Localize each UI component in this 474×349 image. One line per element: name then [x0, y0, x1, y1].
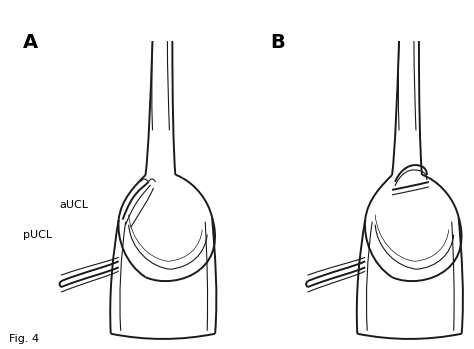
Text: pUCL: pUCL	[23, 230, 53, 239]
Text: Fig. 4: Fig. 4	[9, 334, 39, 344]
Text: aUCL: aUCL	[59, 200, 88, 210]
Text: A: A	[23, 33, 38, 52]
Text: B: B	[270, 33, 284, 52]
